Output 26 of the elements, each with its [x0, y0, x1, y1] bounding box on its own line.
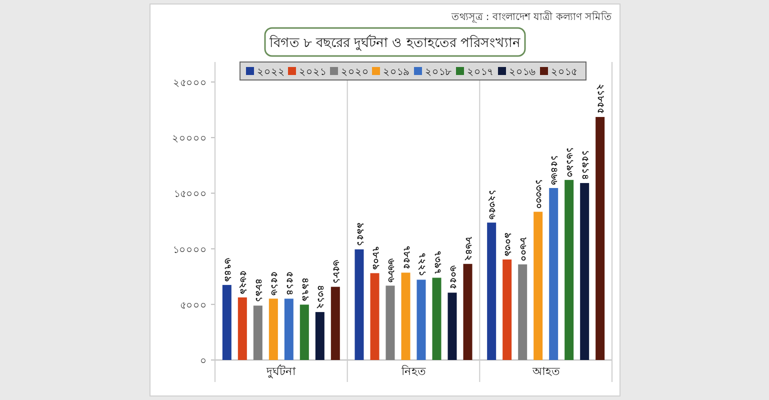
- bar: [416, 280, 426, 360]
- bar: [284, 298, 294, 360]
- bar: [564, 180, 574, 360]
- bar: [354, 249, 364, 360]
- bar: [549, 188, 558, 360]
- bar: [315, 312, 324, 360]
- bar: [238, 297, 247, 360]
- bar: [253, 306, 262, 360]
- bar: [448, 292, 457, 360]
- bar: [300, 304, 309, 360]
- bar: [432, 278, 442, 360]
- bar: [268, 298, 278, 360]
- bar: [518, 264, 528, 360]
- bar: [222, 284, 232, 360]
- title: বিগত ৮ বছরের দুর্ঘটনা ও হতাহতের পরিসংখ্যান: [270, 36, 520, 51]
- bar: [580, 183, 590, 360]
- bar: [502, 259, 512, 360]
- annotation: তথ্যসূত্র : বাংলাদেশ যাত্রী কল্যাণ সমিতি: [452, 12, 612, 23]
- bar: [487, 222, 496, 360]
- bar: [463, 264, 472, 360]
- bar: [386, 286, 395, 360]
- bar: [370, 273, 380, 360]
- bar: [401, 272, 410, 360]
- bar: [330, 286, 340, 360]
- bar: [534, 212, 543, 360]
- bar: [596, 116, 605, 360]
